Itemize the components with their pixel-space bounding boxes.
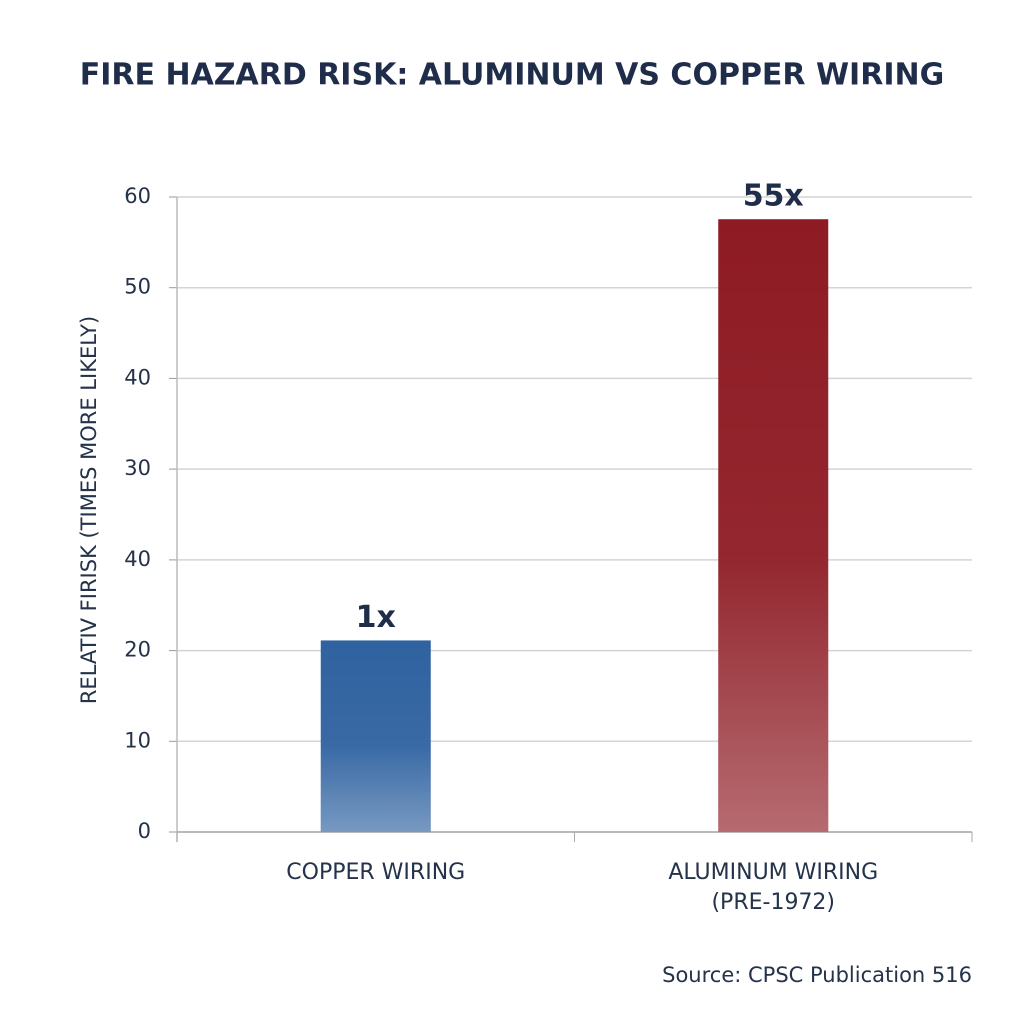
source: Source: CPSC Publication 516 — [662, 963, 972, 987]
y-tick-label: 40 — [124, 547, 151, 571]
y-tick-label: 40 — [124, 365, 151, 389]
y-tick-label: 20 — [124, 638, 151, 662]
y-tick-label: 0 — [138, 819, 151, 843]
bar-shade — [718, 219, 829, 833]
bar-annotation: 55x — [743, 179, 804, 214]
x-tick-label: ALUMINUM WIRING (PRE-1972) — [668, 860, 879, 915]
chart-title: FIRE HAZARD RISK: ALUMINUM VS COPPER WIR… — [80, 58, 944, 93]
y-axis-label: RELATIV FIRISK (TIMES MORE LIKELY) — [77, 316, 101, 704]
bar-annotation: 1x — [356, 600, 396, 635]
x-tick-label: COPPER WIRING — [286, 860, 466, 885]
y-tick-label: 50 — [124, 275, 151, 299]
y-tick-label: 30 — [124, 456, 151, 480]
y-tick-label: 10 — [124, 728, 151, 752]
y-tick-label: 60 — [124, 184, 151, 208]
bar-shade — [320, 640, 431, 832]
